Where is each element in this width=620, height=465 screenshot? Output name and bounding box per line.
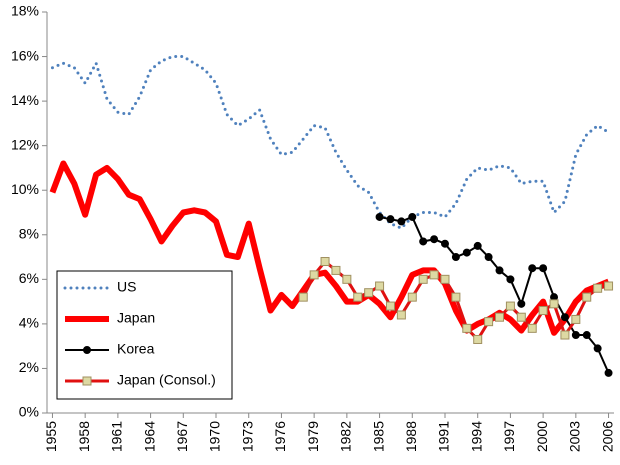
marker bbox=[331, 265, 341, 275]
marker bbox=[527, 323, 537, 333]
marker bbox=[396, 310, 406, 320]
y-tick-label: 12% bbox=[11, 136, 39, 152]
x-tick-label: 1961 bbox=[109, 421, 125, 452]
y-tick-label: 2% bbox=[19, 359, 39, 375]
marker bbox=[560, 330, 570, 340]
x-tick-label: 1955 bbox=[43, 421, 59, 452]
marker bbox=[309, 270, 319, 280]
series-line bbox=[49, 160, 610, 336]
x-tick-label: 1994 bbox=[468, 421, 484, 452]
marker bbox=[473, 241, 482, 250]
x-tick-label: 1979 bbox=[305, 421, 321, 452]
x-tick-label: 1982 bbox=[338, 421, 354, 452]
series-line bbox=[50, 55, 611, 230]
y-tick-label: 16% bbox=[11, 47, 39, 63]
x-tick-label: 1973 bbox=[239, 421, 255, 452]
marker bbox=[430, 235, 439, 244]
legend-marker bbox=[82, 376, 92, 386]
marker bbox=[375, 212, 384, 221]
x-tick-label: 1967 bbox=[174, 421, 190, 452]
marker bbox=[582, 331, 591, 340]
marker bbox=[506, 275, 515, 284]
marker bbox=[462, 323, 472, 333]
x-tick-label: 1958 bbox=[76, 421, 92, 452]
marker bbox=[419, 237, 428, 246]
legend-label: Japan bbox=[117, 310, 155, 326]
marker bbox=[604, 281, 614, 291]
legend-marker bbox=[83, 346, 91, 354]
legend-label: Korea bbox=[117, 341, 155, 357]
marker bbox=[528, 264, 537, 273]
marker bbox=[440, 239, 449, 248]
marker bbox=[397, 217, 406, 226]
marker bbox=[364, 288, 374, 298]
y-tick-label: 8% bbox=[19, 225, 39, 241]
marker bbox=[451, 292, 461, 302]
x-tick-label: 1964 bbox=[141, 421, 157, 452]
marker bbox=[604, 368, 613, 377]
x-tick-label: 1976 bbox=[272, 421, 288, 452]
marker bbox=[429, 270, 439, 280]
x-tick-label: 1997 bbox=[501, 421, 517, 452]
marker bbox=[386, 215, 395, 224]
y-tick-label: 14% bbox=[11, 92, 39, 108]
marker bbox=[385, 301, 395, 311]
y-tick-label: 4% bbox=[19, 315, 39, 331]
x-tick-label: 1970 bbox=[207, 421, 223, 452]
marker bbox=[320, 257, 330, 267]
marker bbox=[473, 334, 483, 344]
marker bbox=[560, 313, 569, 322]
marker bbox=[484, 317, 494, 327]
marker bbox=[517, 299, 526, 308]
x-tick-label: 1985 bbox=[370, 421, 386, 452]
marker bbox=[298, 292, 308, 302]
marker bbox=[408, 212, 417, 221]
y-tick-label: 10% bbox=[11, 181, 39, 197]
x-tick-label: 2000 bbox=[534, 421, 550, 452]
marker bbox=[505, 301, 515, 311]
marker bbox=[484, 253, 493, 262]
y-tick-label: 18% bbox=[11, 3, 39, 19]
marker bbox=[571, 331, 580, 340]
marker bbox=[440, 274, 450, 284]
marker bbox=[462, 248, 471, 257]
marker bbox=[571, 314, 581, 324]
x-tick-label: 2006 bbox=[599, 421, 615, 452]
marker bbox=[451, 253, 460, 262]
marker bbox=[538, 306, 548, 316]
marker bbox=[353, 292, 363, 302]
marker bbox=[342, 274, 352, 284]
marker bbox=[495, 266, 504, 275]
marker bbox=[375, 281, 385, 291]
marker bbox=[407, 292, 417, 302]
x-tick-label: 2003 bbox=[567, 421, 583, 452]
marker bbox=[495, 312, 505, 322]
marker bbox=[516, 312, 526, 322]
marker bbox=[582, 292, 592, 302]
marker bbox=[593, 344, 602, 353]
legend-label: US bbox=[117, 279, 136, 295]
marker bbox=[418, 274, 428, 284]
y-tick-label: 0% bbox=[19, 404, 39, 420]
y-tick-label: 6% bbox=[19, 270, 39, 286]
marker bbox=[593, 283, 603, 293]
marker bbox=[549, 299, 559, 309]
x-tick-label: 1991 bbox=[436, 421, 452, 452]
legend-label: Japan (Consol.) bbox=[117, 372, 216, 388]
x-tick-label: 1988 bbox=[403, 421, 419, 452]
marker bbox=[539, 264, 548, 273]
